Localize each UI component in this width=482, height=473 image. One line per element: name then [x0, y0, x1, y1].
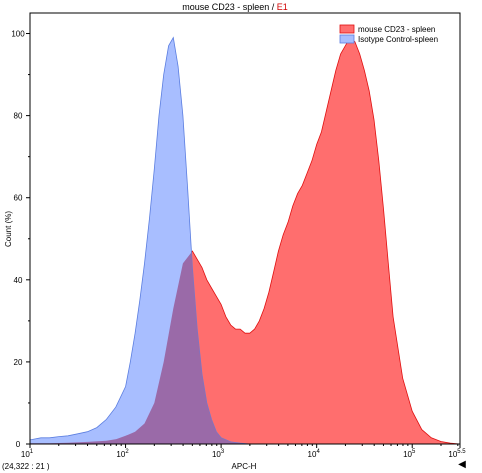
y-axis: 0 20 40 60 80 100	[11, 30, 30, 449]
legend-swatch	[339, 34, 355, 44]
x-axis: 101 102 103 104 105 105.5	[21, 444, 466, 459]
y-tick-label: 80	[14, 112, 23, 121]
legend-entry-label: Isotype Control-spleen	[358, 35, 438, 44]
chart-title-sample: mouse CD23 - spleen	[182, 2, 270, 12]
x-tick-label: 101	[21, 449, 34, 459]
series-overlap-area	[30, 37, 250, 444]
legend-swatch	[339, 24, 355, 34]
y-tick-label: 40	[14, 276, 23, 285]
y-tick-label: 100	[11, 30, 25, 39]
collapse-arrow-icon[interactable]: ◀	[458, 459, 466, 470]
x-axis-label: APC-H	[232, 462, 257, 471]
x-tick-label: 104	[308, 449, 321, 459]
series-area-cd23-spleen	[29, 36, 461, 445]
x-tick-label: 102	[116, 449, 129, 459]
x-tick-label: 105.5	[448, 449, 466, 459]
plot-frame	[29, 12, 461, 445]
legend-entry-label: mouse CD23 - spleen	[358, 25, 435, 34]
series-areas	[29, 36, 461, 445]
x-tick-label: 103	[212, 449, 225, 459]
y-tick-label: 0	[16, 440, 21, 449]
y-axis-label: Count (%)	[4, 211, 13, 247]
chart-title: mouse CD23 - spleen / E1	[0, 2, 470, 12]
y-tick-label: 20	[14, 358, 23, 367]
chart-title-gate: E1	[276, 2, 288, 12]
chart-title-separator: /	[269, 2, 277, 12]
y-tick-label: 60	[14, 194, 23, 203]
x-tick-label: 105	[403, 449, 416, 459]
cursor-coordinates: (24,322 : 21 )	[2, 462, 50, 471]
